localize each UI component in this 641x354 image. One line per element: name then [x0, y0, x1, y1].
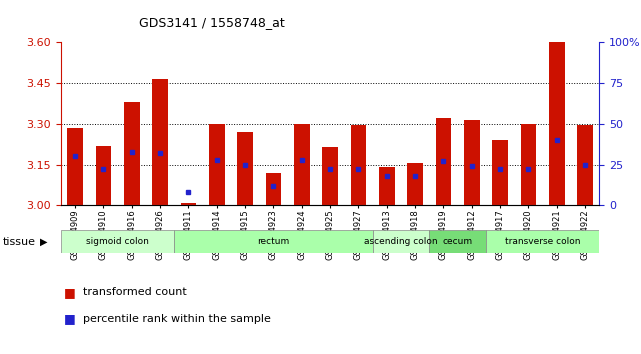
Bar — [209, 124, 224, 205]
Text: ▶: ▶ — [40, 237, 47, 247]
Bar — [486, 230, 599, 253]
Bar — [61, 230, 174, 253]
Text: ■: ■ — [64, 286, 76, 298]
Bar — [153, 79, 168, 205]
Bar — [322, 147, 338, 205]
Bar — [181, 202, 196, 205]
Bar — [351, 125, 366, 205]
Bar — [436, 119, 451, 205]
Text: ascending colon: ascending colon — [364, 237, 438, 246]
Text: sigmoid colon: sigmoid colon — [86, 237, 149, 246]
Bar — [429, 230, 486, 253]
Text: GDS3141 / 1558748_at: GDS3141 / 1558748_at — [138, 16, 285, 29]
Text: percentile rank within the sample: percentile rank within the sample — [83, 314, 271, 324]
Bar — [520, 124, 537, 205]
Bar — [549, 42, 565, 205]
Bar — [174, 230, 372, 253]
Text: ■: ■ — [64, 312, 76, 325]
Bar — [124, 102, 140, 205]
Bar — [464, 120, 479, 205]
Bar — [578, 125, 593, 205]
Bar — [265, 173, 281, 205]
Bar — [96, 145, 111, 205]
Bar — [379, 167, 395, 205]
Bar — [407, 163, 423, 205]
Text: transformed count: transformed count — [83, 287, 187, 297]
Bar — [372, 230, 429, 253]
Bar — [294, 124, 310, 205]
Bar — [237, 132, 253, 205]
Bar — [67, 128, 83, 205]
Text: transverse colon: transverse colon — [505, 237, 580, 246]
Text: rectum: rectum — [257, 237, 290, 246]
Bar — [492, 140, 508, 205]
Text: tissue: tissue — [3, 237, 36, 247]
Text: cecum: cecum — [442, 237, 472, 246]
